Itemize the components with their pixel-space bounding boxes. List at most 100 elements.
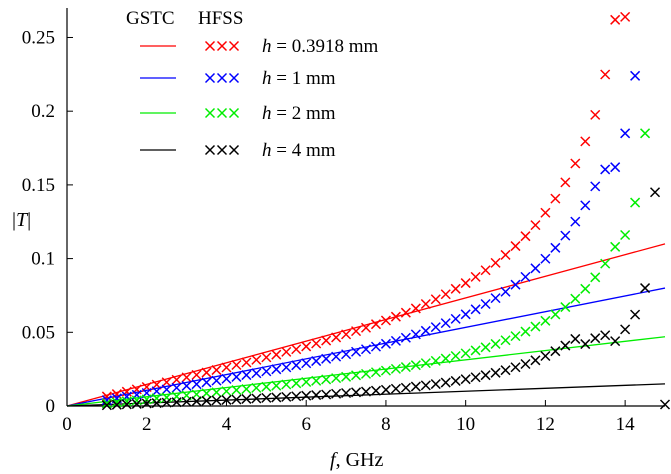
hfss-point-stroke-b bbox=[291, 378, 302, 389]
hfss-point bbox=[101, 400, 112, 411]
hfss-point bbox=[341, 387, 352, 399]
hfss-point bbox=[321, 389, 332, 400]
hfss-point-stroke-b bbox=[221, 362, 232, 373]
hfss-point-stroke-b bbox=[620, 324, 631, 335]
hfss-point-stroke-b bbox=[570, 158, 581, 169]
hfss-point bbox=[540, 315, 551, 326]
hfss-point-stroke-b bbox=[241, 370, 252, 381]
hfss-point bbox=[560, 177, 571, 188]
hfss-point bbox=[261, 352, 272, 363]
hfss-point bbox=[121, 391, 132, 402]
hfss-point-stroke-b bbox=[550, 309, 561, 320]
hfss-point bbox=[530, 220, 541, 231]
hfss-point-stroke-b bbox=[111, 397, 122, 408]
hfss-point-stroke-b bbox=[560, 230, 571, 241]
hfss-point bbox=[311, 356, 322, 367]
y-axis-label-post: | bbox=[27, 209, 31, 231]
hfss-point-stroke-b bbox=[161, 384, 172, 395]
hfss-point-stroke-b bbox=[241, 393, 252, 404]
hfss-point-stroke-b bbox=[360, 322, 372, 333]
legend-marker-swatch-stroke-b bbox=[216, 40, 228, 52]
hfss-point bbox=[261, 381, 272, 392]
hfss-point-stroke-b bbox=[620, 229, 631, 241]
hfss-point bbox=[580, 339, 591, 350]
hfss-point bbox=[251, 354, 262, 365]
legend-label-rest: = 4 mm bbox=[272, 140, 336, 161]
hfss-point bbox=[580, 136, 591, 147]
hfss-point-stroke-b bbox=[590, 272, 601, 283]
hfss-point-stroke-b bbox=[500, 249, 511, 260]
hfss-point-stroke-b bbox=[121, 399, 132, 410]
gstc-lines bbox=[66, 243, 666, 407]
hfss-point bbox=[281, 362, 292, 373]
y-tick-label: 0.2 bbox=[31, 101, 55, 122]
x-tick-label: 12 bbox=[536, 414, 555, 435]
hfss-point bbox=[291, 360, 302, 371]
hfss-point-stroke-b bbox=[331, 388, 342, 399]
hfss-point-stroke-b bbox=[460, 309, 471, 320]
hfss-point bbox=[390, 383, 401, 394]
hfss-point bbox=[540, 253, 551, 264]
hfss-point-stroke-b bbox=[311, 356, 322, 367]
hfss-point-stroke-b bbox=[301, 376, 312, 388]
hfss-point bbox=[550, 309, 561, 320]
hfss-point bbox=[480, 342, 491, 353]
hfss-point bbox=[271, 364, 282, 375]
hfss-point-stroke-b bbox=[400, 362, 411, 373]
hfss-point-stroke-b bbox=[121, 391, 132, 402]
hfss-point-stroke-b bbox=[211, 387, 222, 398]
hfss-point-stroke-b bbox=[251, 393, 262, 404]
hfss-point bbox=[281, 346, 292, 357]
hfss-point bbox=[390, 311, 401, 322]
hfss-point-stroke-b bbox=[221, 373, 232, 384]
hfss-point bbox=[380, 315, 391, 326]
hfss-point bbox=[251, 393, 262, 404]
hfss-point-stroke-b bbox=[510, 362, 521, 373]
hfss-point bbox=[221, 386, 232, 397]
legend-item-3: h = 4 mm bbox=[140, 140, 336, 161]
hfss-point bbox=[291, 391, 302, 402]
hfss-point bbox=[620, 11, 631, 22]
hfss-point-stroke-b bbox=[221, 394, 232, 405]
hfss-point bbox=[321, 335, 332, 346]
hfss-point-stroke-b bbox=[510, 331, 521, 342]
legend-label-var: h bbox=[262, 103, 272, 124]
hfss-point-stroke-b bbox=[450, 375, 461, 386]
hfss-point bbox=[600, 330, 611, 341]
hfss-point-stroke-b bbox=[400, 382, 411, 393]
hfss-point bbox=[351, 387, 362, 398]
hfss-point bbox=[181, 372, 192, 383]
hfss-point-stroke-b bbox=[291, 391, 302, 402]
hfss-point-stroke-b bbox=[321, 374, 332, 385]
hfss-point bbox=[560, 302, 571, 313]
hfss-point-stroke-b bbox=[111, 399, 122, 410]
hfss-point bbox=[550, 193, 561, 204]
x-tick-label: 6 bbox=[301, 414, 311, 435]
hfss-point bbox=[490, 293, 501, 304]
legend-header-line: GSTC bbox=[126, 8, 175, 29]
x-tick-label: 10 bbox=[456, 414, 475, 435]
hfss-markers bbox=[101, 11, 671, 411]
legend-marker-swatch bbox=[216, 72, 228, 84]
hfss-point-stroke-b bbox=[440, 289, 451, 300]
hfss-point-stroke-b bbox=[460, 348, 471, 359]
hfss-point-stroke-b bbox=[570, 333, 581, 344]
hfss-point-stroke-b bbox=[450, 350, 461, 362]
hfss-point bbox=[570, 216, 581, 227]
hfss-point-stroke-b bbox=[311, 375, 322, 386]
hfss-point bbox=[550, 242, 561, 253]
hfss-point bbox=[480, 298, 491, 310]
hfss-point-stroke-b bbox=[400, 332, 411, 343]
hfss-point-stroke-b bbox=[600, 164, 611, 175]
hfss-point-stroke-b bbox=[291, 344, 302, 355]
hfss-point bbox=[460, 278, 471, 289]
hfss-point bbox=[251, 382, 262, 393]
hfss-point-stroke-b bbox=[480, 265, 491, 276]
hfss-point bbox=[450, 313, 461, 324]
hfss-point-stroke-b bbox=[430, 355, 441, 366]
hfss-point bbox=[380, 338, 391, 349]
hfss-point-stroke-b bbox=[211, 375, 222, 386]
hfss-point bbox=[351, 326, 362, 337]
hfss-point-stroke-b bbox=[580, 136, 591, 147]
hfss-point bbox=[341, 329, 352, 340]
